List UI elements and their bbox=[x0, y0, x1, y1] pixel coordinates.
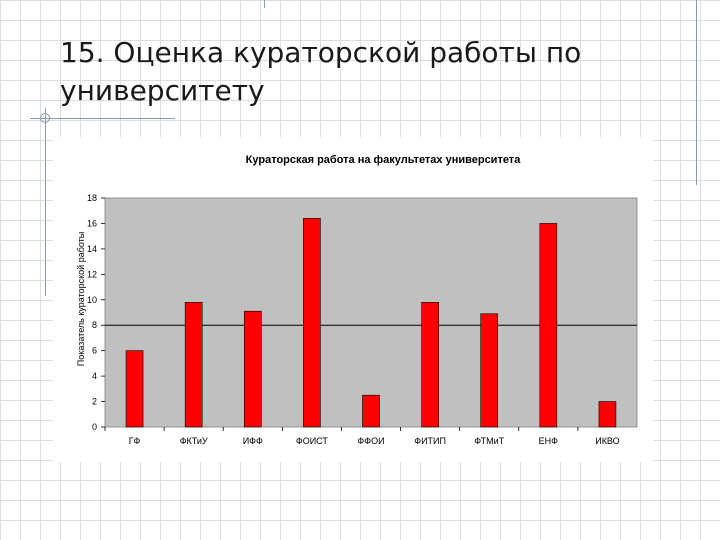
bar bbox=[539, 223, 558, 428]
y-tick-label: 12 bbox=[87, 269, 97, 279]
slide-title: 15. Оценка кураторской работы по универс… bbox=[60, 36, 582, 107]
x-tick-label: ФФОИ bbox=[357, 436, 384, 446]
bar bbox=[184, 302, 203, 428]
bar bbox=[243, 310, 262, 428]
right-accent-line bbox=[696, 0, 697, 185]
y-tick-label: 8 bbox=[92, 320, 97, 330]
y-tick-label: 2 bbox=[92, 397, 97, 407]
accent-circle bbox=[40, 113, 50, 123]
bar bbox=[421, 302, 439, 428]
y-tick-label: 14 bbox=[87, 244, 97, 254]
x-tick-label: ЕНФ bbox=[539, 436, 559, 446]
x-tick-label: ФИТИП bbox=[414, 436, 446, 446]
title-underline bbox=[30, 118, 175, 119]
y-tick-label: 0 bbox=[92, 422, 97, 432]
x-tick-label: ГФ bbox=[129, 436, 141, 446]
chart-panel: Кураторская работа на факультетах универ… bbox=[53, 137, 653, 462]
y-axis-label: Показатель кураторской работы bbox=[76, 232, 86, 367]
x-tick-label: ФОИСТ bbox=[296, 436, 329, 446]
x-tick-label: ИКВО bbox=[595, 436, 619, 446]
bar-chart: Кураторская работа на факультетах универ… bbox=[76, 154, 638, 446]
plot-area bbox=[104, 197, 638, 428]
x-tick-label: ИФФ bbox=[243, 436, 263, 446]
y-tick-label: 4 bbox=[92, 371, 97, 381]
y-tick-label: 6 bbox=[92, 346, 97, 356]
left-accent-line bbox=[45, 108, 46, 296]
x-tick-label: ФТМиТ bbox=[474, 436, 504, 446]
y-tick-label: 10 bbox=[87, 295, 97, 305]
bar bbox=[362, 394, 380, 428]
chart-title: Кураторская работа на факультетах универ… bbox=[246, 154, 522, 166]
bar bbox=[303, 218, 321, 428]
x-tick-label: ФКТиУ bbox=[180, 436, 208, 446]
y-tick-label: 18 bbox=[87, 193, 97, 203]
bar bbox=[125, 350, 144, 428]
y-tick-label: 16 bbox=[87, 218, 97, 228]
bar bbox=[598, 401, 617, 428]
bar bbox=[480, 313, 499, 428]
top-accent-line bbox=[264, 0, 265, 8]
